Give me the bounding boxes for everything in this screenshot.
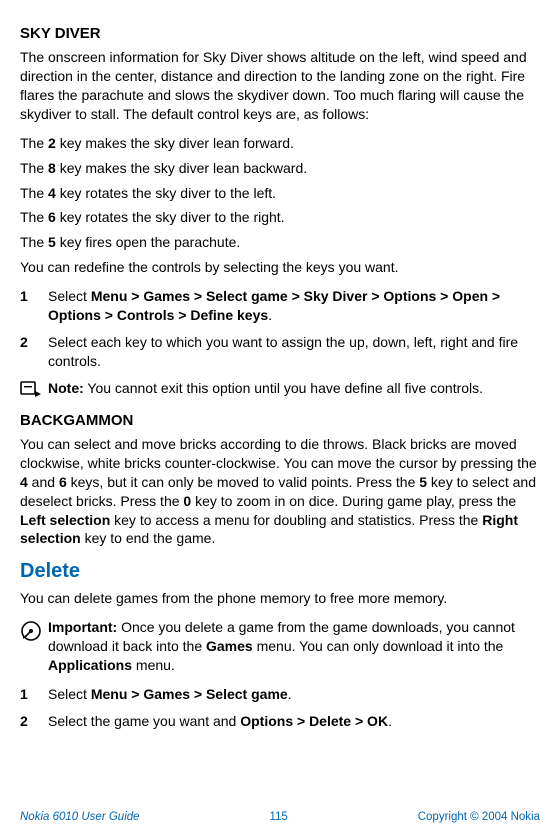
skydiver-intro: The onscreen information for Sky Diver s… — [20, 48, 540, 124]
bg-p5: key to zoom in on dice. During game play… — [191, 493, 516, 509]
bg-p7: key to end the game. — [81, 530, 216, 546]
bg-b4: 4 — [20, 474, 28, 490]
bg-bleft: Left selection — [20, 512, 110, 528]
imp-b1: Games — [206, 638, 253, 654]
note-icon — [20, 379, 48, 399]
key2-pre: The — [20, 135, 48, 151]
footer-copyright: Copyright © 2004 Nokia — [418, 810, 540, 826]
key4-para: The 4 key rotates the sky diver to the l… — [20, 184, 540, 203]
key8-bold: 8 — [48, 160, 56, 176]
key4-pre: The — [20, 185, 48, 201]
important-row: Important: Once you delete a game from t… — [20, 618, 540, 675]
imp-p2: menu. You can only download it into the — [253, 638, 504, 654]
key2-para: The 2 key makes the sky diver lean forwa… — [20, 134, 540, 153]
key5-para: The 5 key fires open the parachute. — [20, 233, 540, 252]
important-icon — [20, 618, 48, 675]
step1-post: . — [268, 307, 272, 323]
redefine-para: You can redefine the controls by selecti… — [20, 258, 540, 277]
bg-p1: You can select and move bricks according… — [20, 436, 537, 471]
dstep2-pre: Select the game you want and — [48, 713, 240, 729]
page-footer: Nokia 6010 User Guide 115 Copyright © 20… — [20, 810, 540, 826]
dstep1-post: . — [288, 686, 292, 702]
key6-para: The 6 key rotates the sky diver to the r… — [20, 208, 540, 227]
delete-steps: 1 Select Menu > Games > Select game. 2 S… — [20, 685, 540, 731]
delete-step-2: 2 Select the game you want and Options >… — [20, 712, 540, 731]
key6-post: key rotates the sky diver to the right. — [56, 209, 285, 225]
bg-p3: keys, but it can only be moved to valid … — [67, 474, 420, 490]
note-label: Note: — [48, 380, 84, 396]
key2-post: key makes the sky diver lean forward. — [56, 135, 294, 151]
key5-post: key fires open the parachute. — [56, 234, 240, 250]
bg-b5: 5 — [419, 474, 427, 490]
step-number: 2 — [20, 712, 48, 731]
imp-b2: Applications — [48, 657, 132, 673]
dstep1-pre: Select — [48, 686, 91, 702]
backgammon-heading: BACKGAMMON — [20, 411, 540, 431]
key4-bold: 4 — [48, 185, 56, 201]
footer-left: Nokia 6010 User Guide — [20, 810, 140, 826]
key8-para: The 8 key makes the sky diver lean backw… — [20, 159, 540, 178]
skydiver-step-1: 1 Select Menu > Games > Select game > Sk… — [20, 287, 540, 325]
note-row: Note: You cannot exit this option until … — [20, 379, 540, 399]
step-number: 2 — [20, 333, 48, 371]
skydiver-heading: SKY DIVER — [20, 24, 540, 44]
step-body: Select Menu > Games > Select game > Sky … — [48, 287, 540, 325]
step-body: Select the game you want and Options > D… — [48, 712, 540, 731]
bg-p2: and — [28, 474, 59, 490]
dstep2-bold: Options > Delete > OK — [240, 713, 388, 729]
skydiver-steps: 1 Select Menu > Games > Select game > Sk… — [20, 287, 540, 371]
note-body: Note: You cannot exit this option until … — [48, 379, 540, 399]
footer-page-number: 115 — [269, 810, 287, 826]
key4-post: key rotates the sky diver to the left. — [56, 185, 276, 201]
dstep2-post: . — [388, 713, 392, 729]
step-body: Select Menu > Games > Select game. — [48, 685, 540, 704]
step-number: 1 — [20, 287, 48, 325]
delete-heading: Delete — [20, 558, 540, 585]
important-body: Important: Once you delete a game from t… — [48, 618, 540, 675]
key5-pre: The — [20, 234, 48, 250]
key6-bold: 6 — [48, 209, 56, 225]
step-body: Select each key to which you want to ass… — [48, 333, 540, 371]
key2-bold: 2 — [48, 135, 56, 151]
dstep1-bold: Menu > Games > Select game — [91, 686, 288, 702]
imp-p3: menu. — [132, 657, 175, 673]
imp-label: Important: — [48, 619, 117, 635]
delete-step-1: 1 Select Menu > Games > Select game. — [20, 685, 540, 704]
step1-pre: Select — [48, 288, 91, 304]
key6-pre: The — [20, 209, 48, 225]
key8-post: key makes the sky diver lean backward. — [56, 160, 307, 176]
bg-p6: key to access a menu for doubling and st… — [110, 512, 482, 528]
step1-bold: Menu > Games > Select game > Sky Diver >… — [48, 288, 500, 323]
key5-bold: 5 — [48, 234, 56, 250]
bg-b6: 6 — [59, 474, 67, 490]
backgammon-body: You can select and move bricks according… — [20, 435, 540, 548]
skydiver-step-2: 2 Select each key to which you want to a… — [20, 333, 540, 371]
step-number: 1 — [20, 685, 48, 704]
key8-pre: The — [20, 160, 48, 176]
note-text: You cannot exit this option until you ha… — [84, 380, 483, 396]
delete-intro: You can delete games from the phone memo… — [20, 589, 540, 608]
